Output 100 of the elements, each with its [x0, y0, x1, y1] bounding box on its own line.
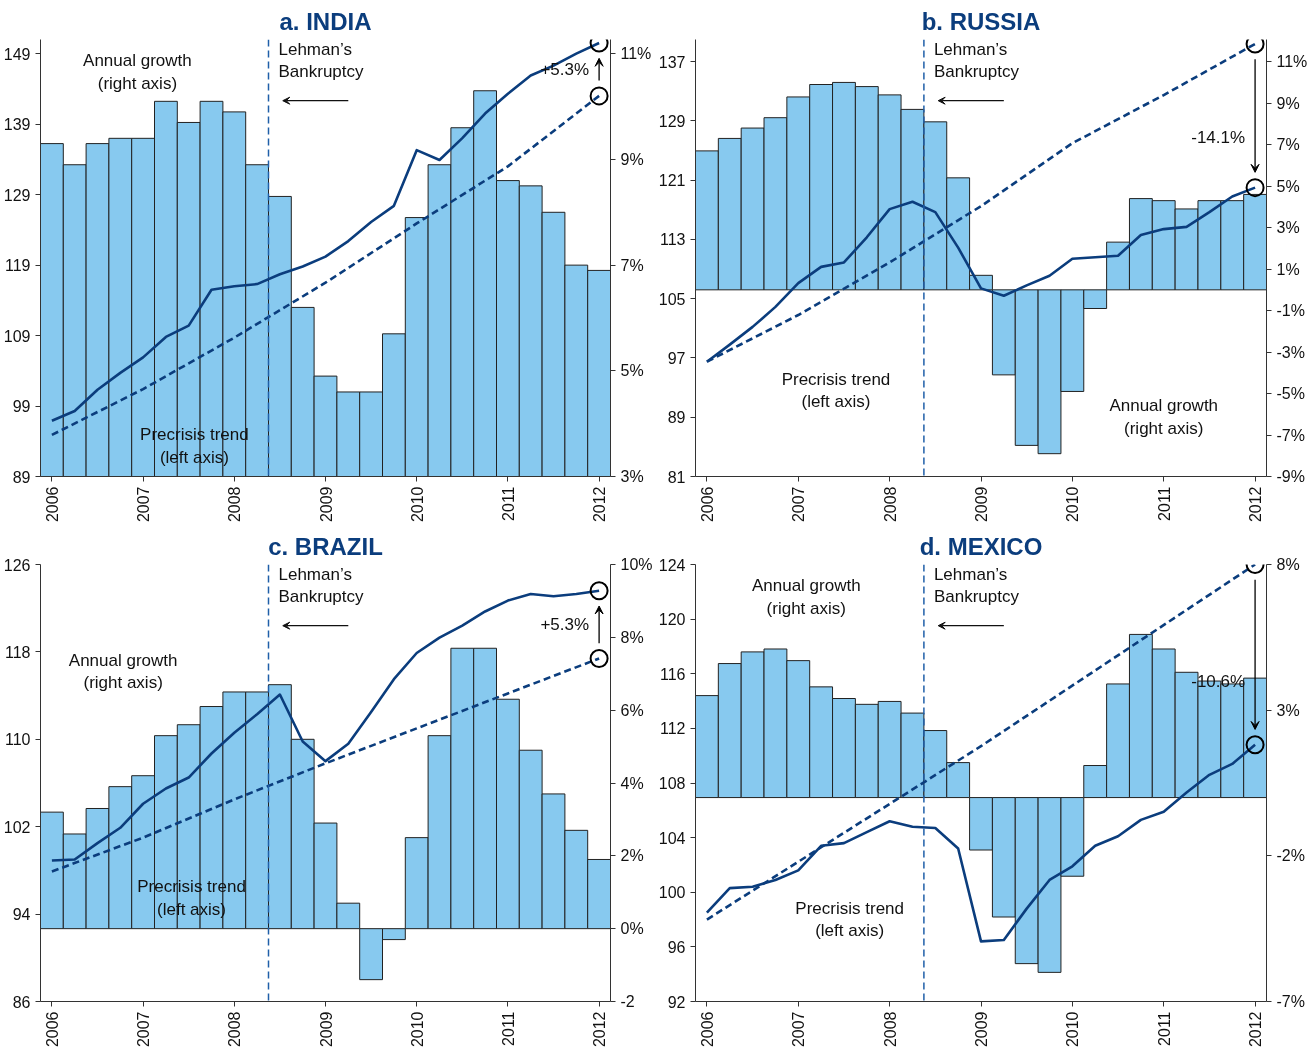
y-tick-label: 112 — [659, 720, 686, 738]
y2-tick-label: 7% — [1276, 136, 1300, 154]
y-tick-label: 97 — [667, 349, 686, 367]
y2-tick-label: 2% — [620, 847, 644, 865]
annotation: Annual growth (right axis) — [751, 576, 861, 619]
y-tick-label: 96 — [667, 938, 686, 956]
ref-line-label: Lehman’s Bankruptcy — [933, 39, 1020, 82]
y-tick-label: 120 — [658, 611, 686, 629]
x-tick-label: 2011 — [1155, 486, 1173, 521]
y2-tick-label: 3% — [1276, 701, 1300, 719]
x-tick-label: 2007 — [790, 486, 808, 523]
y2-tick-label: 3% — [620, 468, 644, 485]
y2-tick-label: -7% — [1276, 426, 1305, 444]
x-tick-label: 2012 — [1247, 1011, 1265, 1048]
x-tick-label: 2009 — [973, 486, 990, 523]
x-tick-label: 2008 — [226, 486, 244, 523]
y-tick-label: 105 — [658, 290, 686, 308]
annotation: Annual growth (right axis) — [68, 650, 178, 693]
y-tick-label: 124 — [658, 556, 686, 574]
annotation: Annual growth (right axis) — [1109, 396, 1219, 438]
x-tick-label: 2010 — [1064, 486, 1082, 523]
y-tick-label: 104 — [658, 829, 686, 847]
y2-tick-label: 5% — [620, 362, 644, 380]
y-tick-label: 118 — [4, 643, 31, 661]
y-tick-label: 116 — [659, 665, 686, 683]
ref-line-label: Lehman’s Bankruptcy — [278, 39, 365, 82]
y-tick-label: 119 — [4, 257, 31, 275]
y-tick-label: 113 — [659, 231, 686, 249]
y2-tick-label: 5% — [1276, 177, 1300, 195]
y-tick-label: 121 — [658, 172, 686, 190]
x-tick-label: 2006 — [698, 1011, 716, 1048]
y2-tick-label: -7% — [1276, 993, 1305, 1010]
y2-tick-label: 4% — [620, 774, 644, 792]
y2-tick-label: -9% — [1276, 468, 1305, 485]
annotation: Precrisis trend (left axis) — [781, 369, 891, 412]
x-tick-label: 2011 — [499, 1011, 517, 1046]
x-tick-label: 2009 — [317, 1011, 335, 1048]
x-tick-label: 2012 — [1247, 486, 1265, 523]
y2-tick-label: 9% — [620, 150, 644, 168]
x-tick-label: 2007 — [135, 486, 153, 523]
y2-tick-label: 6% — [620, 701, 644, 719]
y2-tick-label: 1% — [1276, 260, 1300, 278]
x-tick-label: 2012 — [591, 1011, 609, 1048]
x-tick-label: 2011 — [1155, 1011, 1173, 1046]
y2-tick-label: 0% — [620, 920, 644, 938]
annotation: +5.3% — [540, 615, 590, 635]
y-tick-label: 92 — [667, 993, 686, 1011]
x-tick-label: 2006 — [43, 486, 61, 523]
x-tick-label: 2006 — [43, 1011, 61, 1048]
y2-tick-label: -2% — [1276, 847, 1305, 865]
y2-tick-label: 11% — [1276, 53, 1308, 71]
y-tick-label: 94 — [12, 906, 31, 924]
x-tick-label: 2010 — [408, 1011, 426, 1048]
y2-tick-label: -2 — [620, 993, 635, 1010]
x-tick-label: 2009 — [317, 486, 335, 523]
chart-title: d. MEXICO — [919, 532, 1043, 560]
y-tick-label: 100 — [658, 884, 686, 902]
y-tick-label: 129 — [3, 186, 31, 204]
chart-title: c. BRAZIL — [268, 532, 383, 560]
y2-tick-label: -3% — [1276, 343, 1305, 361]
y-tick-label: 110 — [4, 731, 31, 749]
x-tick-label: 2007 — [135, 1011, 153, 1048]
y2-tick-label: 10% — [620, 556, 653, 573]
x-tick-label: 2008 — [226, 1011, 244, 1048]
y-tick-label: 99 — [12, 398, 31, 416]
y2-tick-label: 8% — [620, 628, 644, 646]
x-tick-label: 2010 — [1064, 1011, 1082, 1048]
y2-tick-label: 7% — [620, 256, 644, 274]
chart-title: a. INDIA — [279, 7, 372, 35]
annotation: +5.3% — [540, 59, 590, 79]
x-tick-label: 2010 — [408, 486, 426, 523]
x-tick-label: 2008 — [881, 486, 899, 523]
y-tick-label: 126 — [3, 556, 31, 574]
y-tick-label: 139 — [3, 116, 31, 134]
annotation: Annual growth (right axis) — [83, 51, 192, 94]
x-tick-label: 2011 — [499, 486, 517, 521]
y-tick-label: 129 — [658, 112, 686, 130]
ref-line-label: Lehman’s Bankruptcy — [933, 564, 1020, 607]
y2-tick-label: 9% — [1276, 94, 1300, 112]
y2-tick-label: 3% — [1276, 219, 1300, 237]
annotation: Precrisis trend (left axis) — [795, 898, 904, 941]
y-tick-label: 81 — [667, 468, 686, 486]
y2-tick-label: 8% — [1276, 556, 1300, 573]
y-tick-label: 86 — [12, 993, 31, 1011]
x-tick-label: 2008 — [881, 1011, 899, 1048]
x-tick-label: 2007 — [790, 1011, 808, 1048]
x-tick-label: 2006 — [698, 486, 716, 523]
y-tick-label: 109 — [3, 327, 31, 345]
y2-tick-label: -5% — [1276, 385, 1305, 403]
x-tick-label: 2009 — [973, 1011, 990, 1048]
y-tick-label: 89 — [12, 468, 31, 486]
y-tick-label: 102 — [3, 818, 31, 836]
y2-tick-label: 11% — [620, 45, 652, 63]
y-tick-label: 149 — [3, 45, 31, 63]
annotation: -14.1% — [1191, 127, 1246, 147]
y-tick-label: 137 — [658, 53, 686, 71]
ref-line-label: Lehman’s Bankruptcy — [278, 564, 365, 607]
chart-title: b. RUSSIA — [921, 7, 1041, 35]
x-tick-label: 2012 — [591, 486, 609, 523]
y2-tick-label: -1% — [1276, 302, 1305, 320]
